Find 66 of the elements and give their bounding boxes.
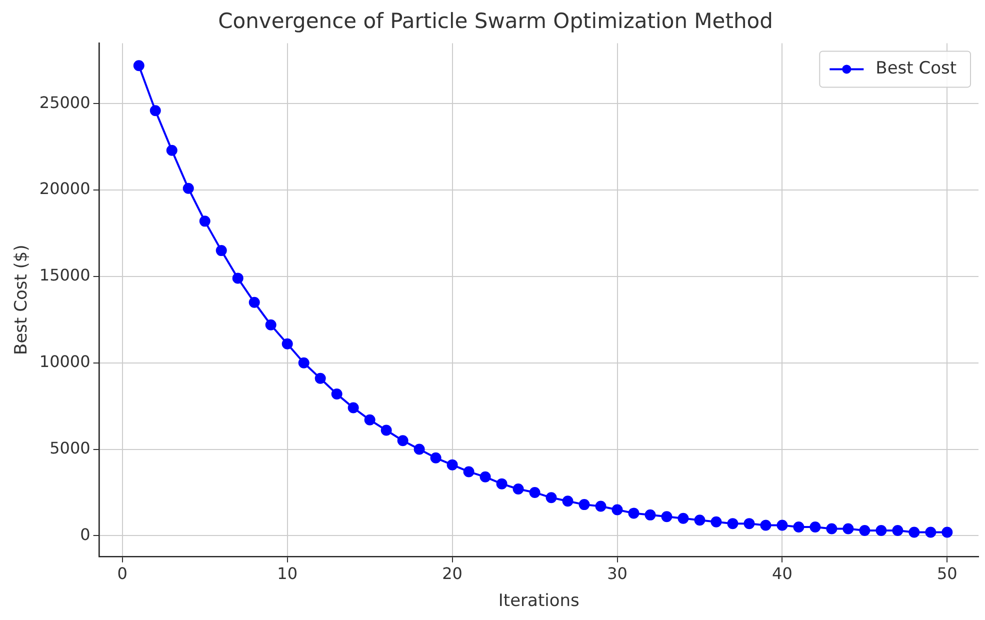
y-tick-label: 25000 xyxy=(39,92,90,112)
y-tick-label: 10000 xyxy=(39,352,90,372)
point xyxy=(380,424,392,436)
point xyxy=(612,504,623,516)
chart-title: Convergence of Particle Swarm Optimization Method xyxy=(218,9,773,34)
x-tick-label: 20 xyxy=(442,564,462,584)
legend-label: Best Cost xyxy=(876,58,957,79)
point xyxy=(578,499,590,510)
y-tick-label: 20000 xyxy=(39,179,90,198)
point xyxy=(496,478,508,490)
point xyxy=(562,496,574,507)
point xyxy=(529,486,540,498)
point xyxy=(512,484,524,495)
point xyxy=(678,512,689,524)
y-axis-title: Best Cost ($) xyxy=(12,244,32,355)
point xyxy=(892,524,904,536)
x-tick-label: 0 xyxy=(117,564,128,584)
point xyxy=(182,182,194,194)
point xyxy=(710,516,722,528)
x-axis-title: Iterations xyxy=(498,591,580,612)
y-tick-label: 15000 xyxy=(39,266,90,285)
point xyxy=(364,414,376,426)
point xyxy=(133,60,144,72)
point xyxy=(793,522,804,533)
point xyxy=(480,471,491,482)
point xyxy=(463,466,474,478)
point xyxy=(859,524,870,536)
x-tick-label: 40 xyxy=(772,564,792,584)
point xyxy=(644,509,656,520)
point xyxy=(595,500,606,512)
point xyxy=(628,508,640,519)
point xyxy=(810,522,821,533)
point xyxy=(446,459,458,470)
point xyxy=(925,526,936,538)
x-tick-label: 30 xyxy=(607,564,628,584)
point xyxy=(760,520,772,531)
point xyxy=(199,216,210,227)
y-tick-label: 5000 xyxy=(50,438,90,458)
point xyxy=(348,402,359,414)
point xyxy=(826,523,838,534)
x-tick-label: 10 xyxy=(277,564,298,584)
point xyxy=(331,388,342,400)
point xyxy=(232,272,244,284)
x-tick-label: 50 xyxy=(936,564,958,584)
point xyxy=(216,245,227,256)
point xyxy=(430,452,442,464)
point xyxy=(908,526,920,538)
point xyxy=(842,523,854,534)
point xyxy=(282,338,293,350)
point xyxy=(942,526,953,538)
point xyxy=(414,444,425,455)
point xyxy=(661,511,672,522)
point xyxy=(265,319,276,330)
point xyxy=(166,144,178,156)
point xyxy=(248,296,260,308)
point xyxy=(727,518,738,530)
y-tick-label: 0 xyxy=(80,524,90,544)
point xyxy=(876,524,887,536)
point xyxy=(694,514,706,526)
point xyxy=(776,520,788,531)
point xyxy=(546,492,557,504)
point xyxy=(298,357,310,368)
point xyxy=(397,435,408,446)
point xyxy=(150,105,161,116)
point xyxy=(744,518,755,530)
point xyxy=(314,372,326,384)
